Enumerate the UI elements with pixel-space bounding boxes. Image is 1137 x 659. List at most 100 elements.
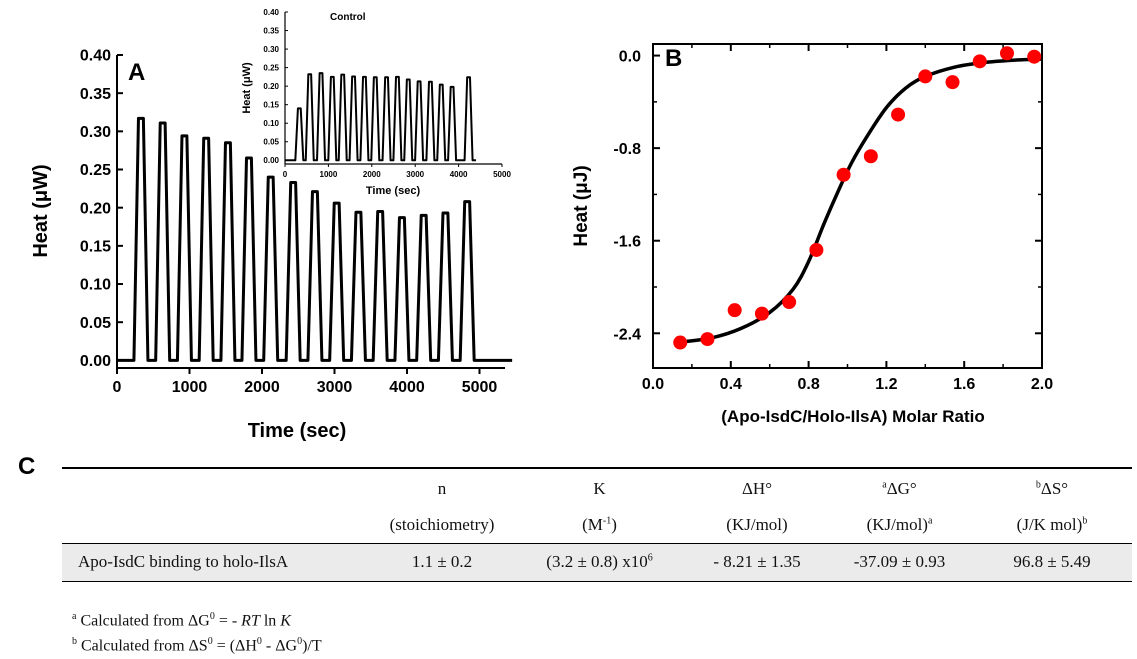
data-point xyxy=(972,54,987,69)
panel-a-chart: A 0.00 0.05 0.10 0.15 0.20 0.25 0.30 0.35 0.40 0… xyxy=(30,8,513,442)
header-dg-unit-sup: a xyxy=(927,515,933,527)
cell-k-exp: 6 xyxy=(647,552,653,564)
table-header-empty-2 xyxy=(62,508,372,543)
footnote-b-mid2: - ΔG xyxy=(261,637,298,655)
y-tick-label: 0.35 xyxy=(80,86,111,103)
y-tick-label: 0.0 xyxy=(619,49,641,66)
table-row: Apo-IsdC binding to holo-IlsA 1.1 ± 0.2 … xyxy=(62,543,1132,581)
table-header-row-1: n K ΔH° aΔG° bΔS° xyxy=(62,468,1132,508)
y-tick-label: 0.25 xyxy=(80,162,111,179)
y-tick-label: 0.20 xyxy=(80,200,111,217)
cell-k-base: (3.2 ± 0.8) x10 xyxy=(546,552,648,571)
panel-a-y-ticks: 0.00 0.05 0.10 0.15 0.20 0.25 0.30 0.35 0.40 xyxy=(80,48,123,370)
data-point xyxy=(782,295,797,310)
panel-b-label: B xyxy=(665,45,682,72)
panel-b-chart: B 0.0 -0.8 -1.6 -2.4 0.0 0.4 0.8 1.2 1.6 2.0 (Ap… xyxy=(571,43,1053,426)
inset-x-ticks: 0 1000 2000 3000 4000 5000 xyxy=(283,164,511,179)
header-dh-unit: (KJ/mol) xyxy=(726,515,788,535)
inset-title: Control xyxy=(330,12,366,23)
x-tick-label: 0 xyxy=(283,170,288,179)
header-ds-unit-text: (J/K mol) xyxy=(1016,515,1083,535)
x-tick-label: 0.8 xyxy=(797,376,819,393)
x-tick-label: 0.4 xyxy=(720,376,742,393)
x-tick-label: 3000 xyxy=(406,170,424,179)
footnote-b-zero3: 0 xyxy=(297,636,303,648)
y-tick-label: 0.05 xyxy=(80,315,111,332)
x-tick-label: 3000 xyxy=(317,379,353,396)
x-tick-label: 1.6 xyxy=(953,376,975,393)
data-point xyxy=(999,46,1014,61)
panel-a-x-ticks: 0 1000 2000 3000 4000 5000 xyxy=(113,368,497,396)
panel-b-fit-curve xyxy=(676,57,1043,345)
footnote-b-mark: b xyxy=(72,636,77,648)
header-n-unit: (stoichiometry) xyxy=(389,515,495,535)
header-ds-unit-sup: b xyxy=(1082,515,1088,527)
footnote-b-mid1: = (ΔH xyxy=(212,637,257,655)
thermodynamics-table: n K ΔH° aΔG° bΔS° (stoichiometry) (M-1) … xyxy=(62,467,1132,582)
data-point xyxy=(700,332,715,347)
x-tick-label: 4000 xyxy=(450,170,468,179)
y-tick-label: 0.00 xyxy=(80,353,111,370)
table-header-row-2: (stoichiometry) (M-1) (KJ/mol) (KJ/mol)a… xyxy=(62,508,1132,543)
y-tick-label: -0.8 xyxy=(613,141,641,158)
x-tick-label: 2000 xyxy=(363,170,381,179)
footnote-b: b Calculated from ΔS0 = (ΔH0 - ΔG0)/T xyxy=(72,631,322,656)
data-point xyxy=(945,75,960,90)
x-tick-label: 4000 xyxy=(389,379,425,396)
header-dg-unit: (KJ/mol)a xyxy=(827,508,972,543)
y-tick-label: 0.30 xyxy=(80,124,111,141)
header-ds-text: ΔS° xyxy=(1040,478,1069,498)
x-tick-label: 2000 xyxy=(244,379,280,396)
footnote-a: a Calculated from ΔG0 = - RT ln K xyxy=(72,606,322,631)
inset-trace xyxy=(285,72,476,162)
y-tick-label: 0.35 xyxy=(263,26,279,35)
x-tick-label: 5000 xyxy=(493,170,511,179)
header-k-unit: (M-1) xyxy=(512,508,687,543)
footnote-b-zero2: 0 xyxy=(256,636,262,648)
x-tick-label: 1000 xyxy=(172,379,208,396)
cell-dg: -37.09 ± 0.93 xyxy=(853,552,946,571)
inset-y-label: Heat (μW) xyxy=(241,62,253,114)
footnote-b-prefix: Calculated from ΔS xyxy=(77,637,208,655)
header-dg-text: ΔG° xyxy=(886,478,917,498)
header-k-unit-sup: -1 xyxy=(602,515,612,527)
footnote-a-ln: ln xyxy=(259,612,281,630)
data-point xyxy=(809,242,824,257)
data-point xyxy=(918,69,933,84)
panel-a-x-label: Time (sec) xyxy=(248,420,347,442)
cell-n: 1.1 ± 0.2 xyxy=(411,552,473,571)
x-tick-label: 2.0 xyxy=(1031,376,1053,393)
footnote-a-k: K xyxy=(280,612,291,630)
panel-a-y-label: Heat (μW) xyxy=(30,164,52,257)
footnote-a-mark: a xyxy=(72,611,77,622)
y-tick-label: 0.20 xyxy=(263,82,279,91)
data-point xyxy=(891,107,906,122)
header-k-unit-end: ) xyxy=(611,515,617,535)
panel-a-inset: Control 0.00 0.05 0.10 0.15 0.20 0.25 0.30 0.35… xyxy=(241,8,511,197)
footnote-b-end: )/T xyxy=(302,637,322,655)
cell-ds: 96.8 ± 5.49 xyxy=(1013,552,1091,571)
y-tick-label: 0.05 xyxy=(263,138,279,147)
y-tick-label: -2.4 xyxy=(613,326,641,343)
cell-dh: - 8.21 ± 1.35 xyxy=(713,552,801,571)
row-label: Apo-IsdC binding to holo-IlsA xyxy=(78,552,289,571)
panel-b-frame xyxy=(652,43,1043,369)
footnote-b-zero1: 0 xyxy=(207,636,213,648)
panel-b-x-label: (Apo-IsdC/Holo-IlsA) Molar Ratio xyxy=(721,407,984,426)
panel-b-y-label: Heat (μJ) xyxy=(571,165,592,246)
x-tick-label: 1.2 xyxy=(875,376,897,393)
y-tick-label: 0.40 xyxy=(80,48,111,65)
footnote-a-rt: RT xyxy=(241,612,260,630)
y-tick-label: 0.00 xyxy=(263,156,279,165)
table-header-empty xyxy=(62,468,372,508)
panel-a-trace xyxy=(117,116,513,362)
header-dh: ΔH° xyxy=(741,478,772,498)
header-n: n xyxy=(437,478,447,498)
footnote-a-zero: 0 xyxy=(209,611,215,622)
header-ds-sup: b xyxy=(1035,478,1041,490)
panel-b-x-ticks: 0.0 0.4 0.8 1.2 1.6 2.0 xyxy=(642,44,1053,393)
y-tick-label: 0.10 xyxy=(80,277,111,294)
footnote-a-prefix: Calculated from ΔG xyxy=(76,612,210,630)
data-point xyxy=(863,149,878,164)
panel-b-y-ticks: 0.0 -0.8 -1.6 -2.4 xyxy=(613,49,1042,343)
